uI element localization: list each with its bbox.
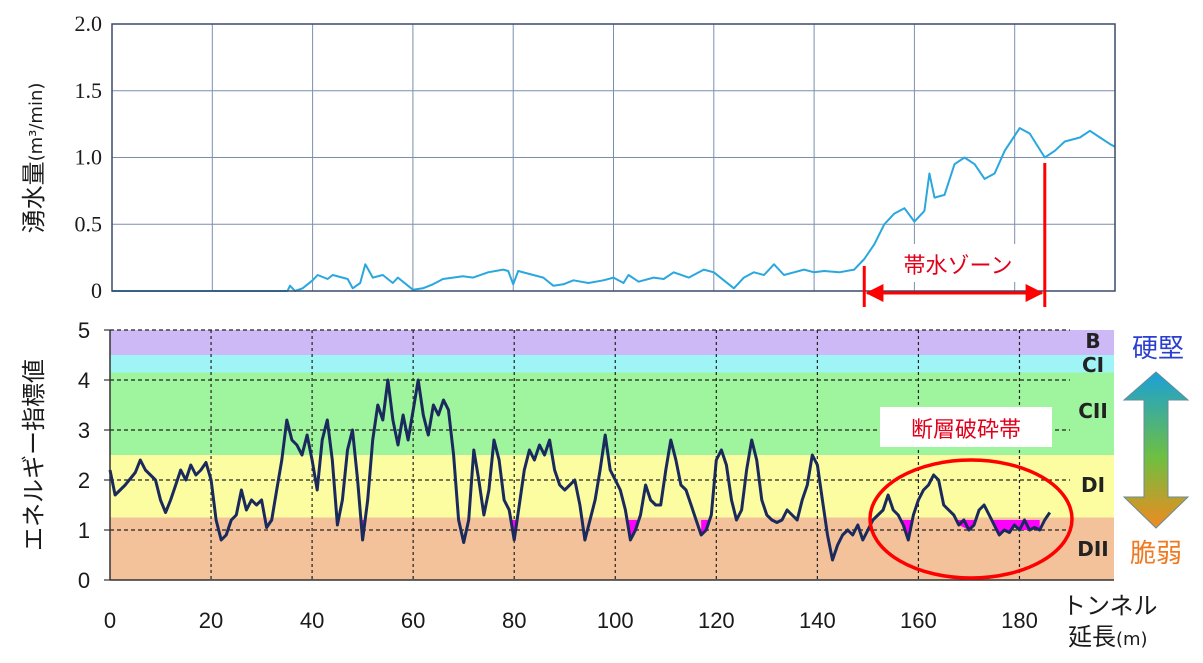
top-ytick-label: 2.0: [75, 11, 103, 36]
fault-zone-label: 断層破砕帯: [911, 418, 1021, 443]
top-ytick-label: 0.5: [75, 211, 103, 236]
chart-text: 0 0.5 1.0 1.5 2.0 湧水量(m³/min) DII DI CII CIB 0 1 2 3 4…: [20, 11, 1184, 651]
zone-label-ci: CI: [1082, 353, 1104, 377]
bottom-ytick-label: 3: [78, 418, 90, 443]
zone-band-ci: [110, 355, 1114, 373]
zone-label-di: DI: [1081, 473, 1105, 497]
zone-label-dii: DII: [1077, 537, 1108, 561]
top-yaxis-unit: (m³/min): [26, 83, 47, 162]
bottom-ytick-label: 4: [78, 368, 90, 393]
top-ytick-label: 1.0: [75, 145, 103, 170]
inflow-series-line: [112, 127, 1116, 292]
zone-label-cii: CII: [1078, 399, 1108, 423]
top-yaxis-title: 湧水量: [20, 161, 48, 233]
bottom-xtick-label: 0: [104, 608, 116, 633]
bottom-xaxis-label-line1: トンネル: [1062, 592, 1158, 620]
top-plot-frame: [111, 23, 1116, 292]
zone-label-b: B: [1085, 329, 1100, 353]
bottom-xaxis-label-line2: 延長(m): [1068, 623, 1148, 651]
bottom-xtick-label: 140: [799, 608, 836, 633]
fault-zone-label-bg: [880, 407, 1052, 447]
zone-band-di: [110, 455, 1114, 518]
bottom-zone-bands: [110, 24, 1115, 580]
xaxis-title-length: 延長: [1068, 623, 1116, 651]
bottom-xtick-label: 40: [300, 608, 324, 633]
bottom-yaxis-label: エネルギー指標値: [20, 359, 48, 551]
top-yaxis-label: 湧水量(m³/min): [20, 83, 48, 234]
top-ytick-label: 1.5: [75, 78, 103, 103]
series-lines: [108, 127, 1116, 562]
bottom-ytick-label: 1: [78, 518, 90, 543]
bottom-xtick-label: 60: [401, 608, 425, 633]
bottom-xtick-label: 80: [502, 608, 526, 633]
bottom-ytick-label: 2: [78, 468, 90, 493]
top-ytick-label: 0: [91, 278, 102, 303]
bottom-xtick-label: 100: [597, 608, 634, 633]
brittle-label: 脆弱: [1130, 539, 1182, 569]
aquifer-zone-label-bg: [878, 244, 1040, 282]
bottom-ytick-label: 5: [78, 318, 90, 343]
bottom-xtick-label: 120: [698, 608, 735, 633]
bottom-xtick-label: 180: [1001, 608, 1038, 633]
hard-label: 硬堅: [1132, 334, 1184, 364]
bottom-xtick-label: 20: [199, 608, 223, 633]
zone-band-dii: [110, 517, 1114, 580]
bottom-ytick-label: 0: [78, 568, 90, 593]
bottom-xtick-label: 160: [900, 608, 937, 633]
aquifer-zone-label: 帯水ゾーン: [904, 254, 1013, 279]
zone-band-b: [110, 330, 1114, 355]
hardness-gradient-arrow: [1122, 371, 1190, 529]
xaxis-title-unit: (m): [1116, 629, 1148, 650]
fault-zone-circle: [868, 458, 1074, 580]
axes: [104, 23, 1116, 581]
energy-series-line: [108, 378, 1052, 562]
